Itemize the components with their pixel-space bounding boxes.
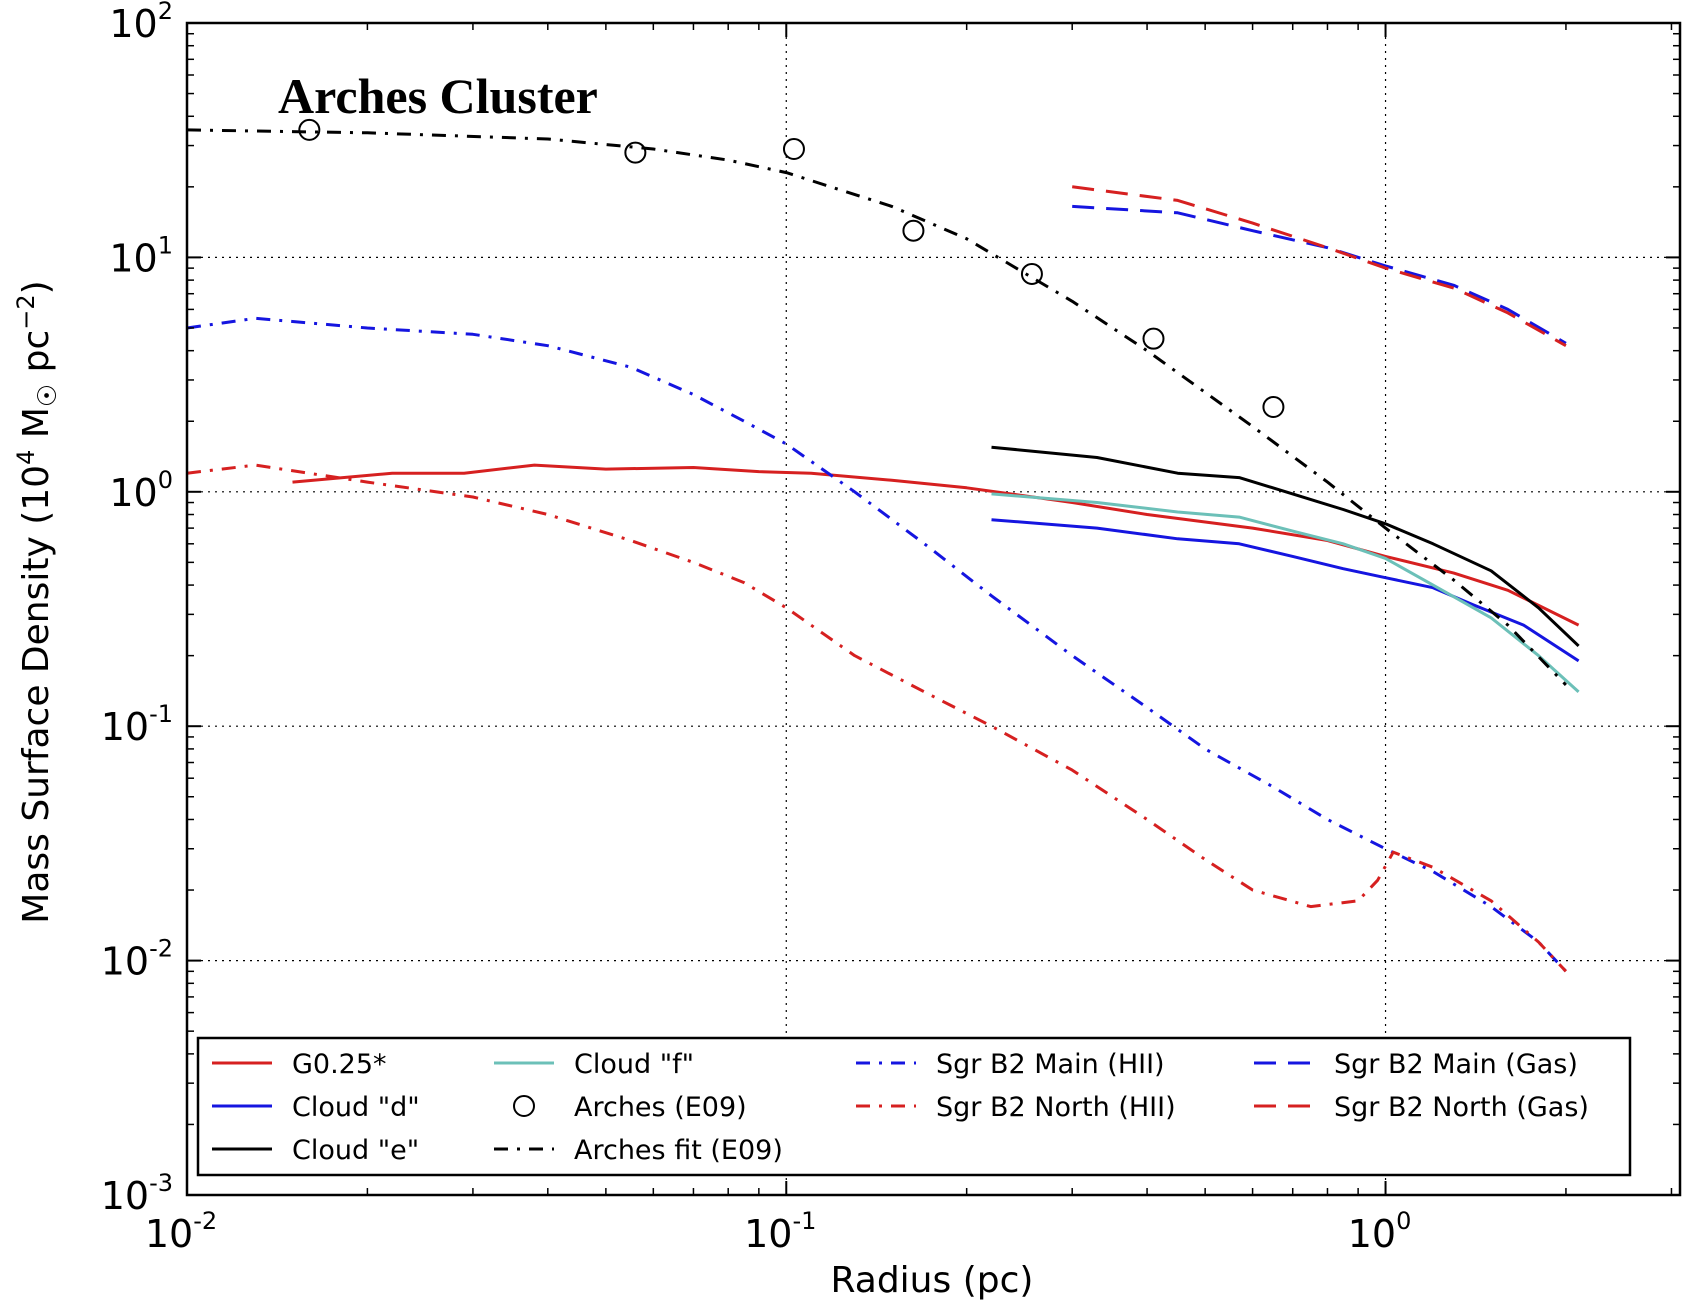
y-tick-label: 10-3 [101,1169,173,1218]
y-label-part-3: pc [16,330,57,384]
x-axis-label: Radius (pc) [831,1260,1034,1301]
legend-label: G0.25* [292,1049,387,1080]
legend-item-sgr-b2-north-gas: Sgr B2 North (Gas) [1254,1092,1589,1123]
x-tick-exponent: 0 [1396,1207,1411,1235]
legend-label: Cloud "f" [574,1049,694,1080]
legend-label: Sgr B2 Main (HII) [936,1049,1165,1080]
y-tick-exponent: 1 [158,231,173,259]
series-line-sgr-b2-main-hii [186,316,1567,973]
legend-label: Arches fit (E09) [574,1135,783,1166]
x-tick-base: 10 [145,1212,193,1256]
legend-label: Arches (E09) [574,1092,747,1123]
data-point [902,219,925,242]
legend-label: Cloud "d" [292,1092,420,1123]
series-line-sgr-b2-north-gas [1072,185,1567,348]
legend-item-sgr-b2-main-hii: Sgr B2 Main (HII) [856,1049,1165,1080]
y-tick-base: 10 [109,471,157,515]
y-tick-label: 102 [109,0,173,46]
data-point [298,118,321,141]
y-label-close: ) [16,280,57,294]
series-line-sgr-b2-north-hii [186,463,1567,973]
y-tick-label: 10-2 [101,935,173,984]
legend-marker [513,1095,535,1117]
legend-item-g0-25: G0.25* [212,1049,387,1080]
series-line-cloud-e [991,445,1580,647]
legend-label: Cloud "e" [292,1135,419,1166]
y-label-exponent: 4 [12,450,40,465]
y-label-exponent-2: −2 [12,294,40,329]
y-tick-base: 10 [101,1174,149,1218]
y-tick-base: 10 [109,2,157,46]
y-tick-base: 10 [101,705,149,749]
y-tick-exponent: 2 [158,0,173,25]
y-tick-label: 10-1 [101,700,173,749]
y-tick-label: 100 [109,466,173,515]
x-tick-exponent: -1 [792,1207,816,1235]
legend-label: Sgr B2 North (Gas) [1334,1092,1589,1123]
legend-item-sgr-b2-main-gas: Sgr B2 Main (Gas) [1254,1049,1578,1080]
data-point [1262,396,1285,419]
x-tick-base: 10 [744,1212,792,1256]
series-arches-e09 [298,118,1285,419]
data-point [782,138,805,161]
y-tick-base: 10 [101,940,149,984]
series-layer [186,118,1580,973]
y-tick-exponent: -3 [149,1169,173,1197]
y-tick-exponent: -1 [149,700,173,728]
chart-annotation: Arches Cluster [278,68,598,124]
y-label-solar-symbol: ☉ [33,384,63,407]
series-line-cloud-f [991,492,1580,694]
legend-item-sgr-b2-north-hii: Sgr B2 North (HII) [856,1092,1176,1123]
legend-item-arches-fit-e09: Arches fit (E09) [494,1135,783,1166]
y-label-part-2: M [16,407,57,450]
legend-item-cloud-d: Cloud "d" [212,1092,420,1123]
series-line-g0-25 [292,463,1580,627]
x-tick-label: 100 [1348,1207,1412,1256]
legend-label: Sgr B2 North (HII) [936,1092,1176,1123]
x-tick-exponent: -2 [193,1207,217,1235]
y-axis-label: Mass Surface Density (104 M☉ pc−2) [12,280,63,923]
legend-item-cloud-e: Cloud "e" [212,1135,419,1166]
legend-label: Sgr B2 Main (Gas) [1334,1049,1578,1080]
legend: G0.25* Cloud "d" Cloud "e" Cloud "f" Arches … [196,1036,1632,1177]
x-tick-base: 10 [1348,1212,1396,1256]
data-point [624,141,647,164]
legend-item-arches-e09: Arches (E09) [513,1092,747,1123]
plot-frame [185,21,1682,1197]
x-tick-label: 10-2 [145,1207,217,1256]
y-label-part-1: Mass Surface Density (10 [16,465,57,924]
y-tick-base: 10 [109,236,157,280]
y-tick-exponent: -2 [149,935,173,963]
y-tick-label: 101 [109,231,173,280]
x-tick-label: 10-1 [744,1207,816,1256]
y-tick-exponent: 0 [158,466,173,494]
legend-item-cloud-f: Cloud "f" [494,1049,694,1080]
data-point [1142,327,1165,350]
